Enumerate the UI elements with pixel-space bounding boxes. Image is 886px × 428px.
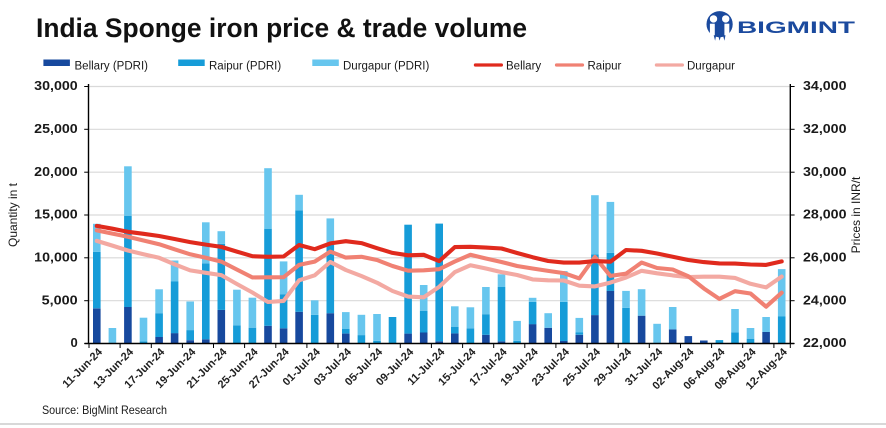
svg-text:BIGMINT: BIGMINT: [737, 18, 856, 37]
svg-text:28,000: 28,000: [803, 207, 847, 222]
svg-text:Durgapur (PDRI): Durgapur (PDRI): [343, 61, 429, 73]
svg-text:24,000: 24,000: [803, 292, 847, 307]
svg-text:Raipur: Raipur: [588, 61, 622, 73]
svg-text:30,000: 30,000: [34, 78, 78, 93]
svg-text:Source: BigMint Research: Source: BigMint Research: [42, 403, 167, 417]
svg-text:Bellary: Bellary: [506, 61, 541, 73]
svg-text:Prices in INR/t: Prices in INR/t: [849, 176, 863, 253]
svg-text:25,000: 25,000: [34, 121, 78, 136]
svg-text:India Sponge iron price & trad: India Sponge iron price & trade volume: [36, 13, 527, 43]
svg-text:10,000: 10,000: [34, 250, 78, 265]
svg-text:15,000: 15,000: [34, 207, 78, 222]
svg-text:5,000: 5,000: [42, 292, 78, 307]
svg-text:Bellary (PDRI): Bellary (PDRI): [75, 61, 149, 73]
svg-text:22,000: 22,000: [803, 335, 847, 350]
svg-text:32,000: 32,000: [803, 121, 847, 136]
svg-text:20,000: 20,000: [34, 164, 78, 179]
svg-text:Quantity in t: Quantity in t: [6, 182, 20, 247]
svg-text:Raipur (PDRI): Raipur (PDRI): [209, 61, 281, 73]
svg-text:30,000: 30,000: [803, 164, 847, 179]
svg-text:34,000: 34,000: [803, 78, 847, 93]
svg-text:Durgapur: Durgapur: [687, 61, 735, 73]
svg-text:26,000: 26,000: [803, 250, 847, 265]
svg-text:0: 0: [70, 335, 77, 350]
